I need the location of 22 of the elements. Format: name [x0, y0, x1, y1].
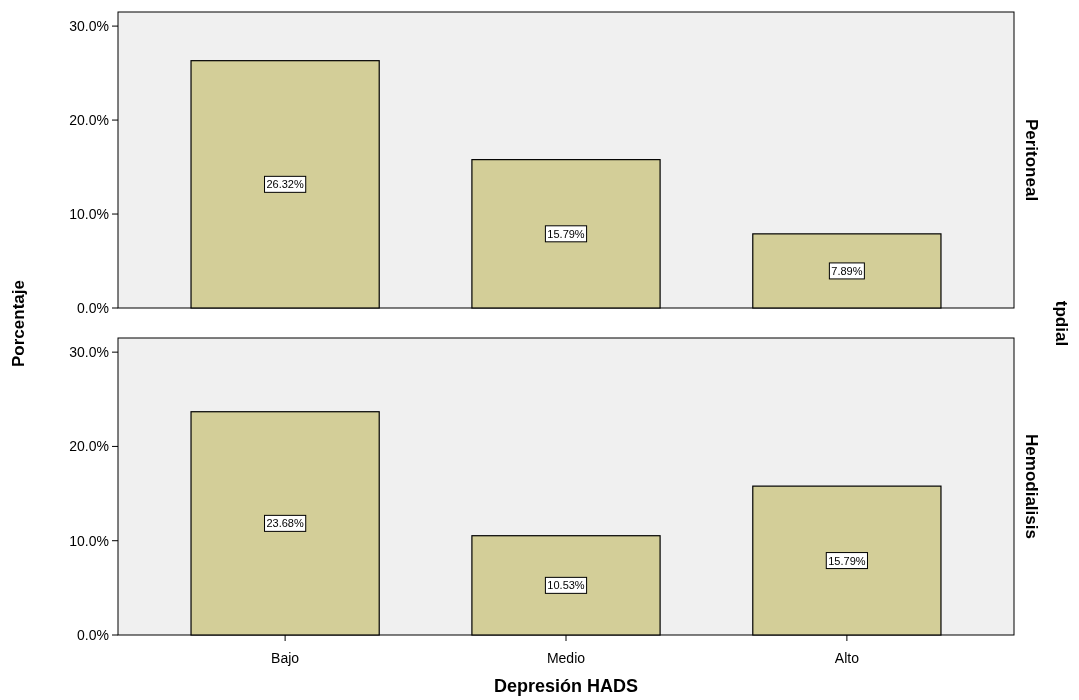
- y-tick-label: 10.0%: [69, 206, 109, 223]
- y-tick-label: 20.0%: [69, 438, 109, 455]
- data-label: 15.79%: [828, 554, 866, 567]
- y-axis-title: Porcentaje: [9, 280, 28, 367]
- y-tick-label: 10.0%: [69, 532, 109, 549]
- data-label: 15.79%: [547, 227, 585, 240]
- x-tick-label: Medio: [546, 650, 586, 666]
- y-tick-label: 30.0%: [69, 18, 109, 35]
- text: Peritoneal: [1022, 118, 1041, 202]
- text: Hemodialisis: [1022, 434, 1041, 539]
- data-label: 7.89%: [831, 264, 863, 277]
- data-label: 23.68%: [266, 517, 304, 530]
- data-label: 10.53%: [547, 579, 585, 592]
- text: tpdial: [1052, 300, 1071, 347]
- y-tick-label: 20.0%: [69, 112, 109, 129]
- y-tick-label: 30.0%: [69, 344, 109, 361]
- y-tick-label: 0.0%: [77, 300, 109, 316]
- y-tick-label: 0.0%: [77, 627, 109, 643]
- x-axis-title: Depresión HADS: [493, 676, 639, 696]
- x-tick-label: Alto: [834, 650, 860, 666]
- x-tick-label: Bajo: [271, 650, 300, 666]
- data-label: 26.32%: [266, 178, 304, 191]
